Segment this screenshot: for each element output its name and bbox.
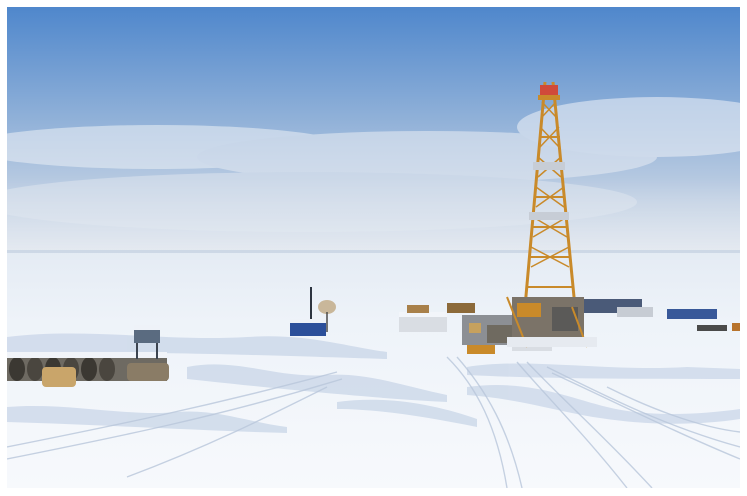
snow-drifts [7, 333, 740, 433]
small-hut-tower [134, 325, 160, 359]
arctic-rig-photo [7, 7, 740, 488]
drilling-derrick [523, 81, 577, 308]
blue-equipment-unit [290, 287, 336, 336]
derrick-platforms [529, 85, 569, 220]
pipe-stack [7, 352, 169, 387]
horizon-line [7, 250, 740, 253]
rig-substructure [506, 296, 597, 348]
photo-frame [7, 7, 740, 488]
tire-tracks [7, 356, 740, 488]
